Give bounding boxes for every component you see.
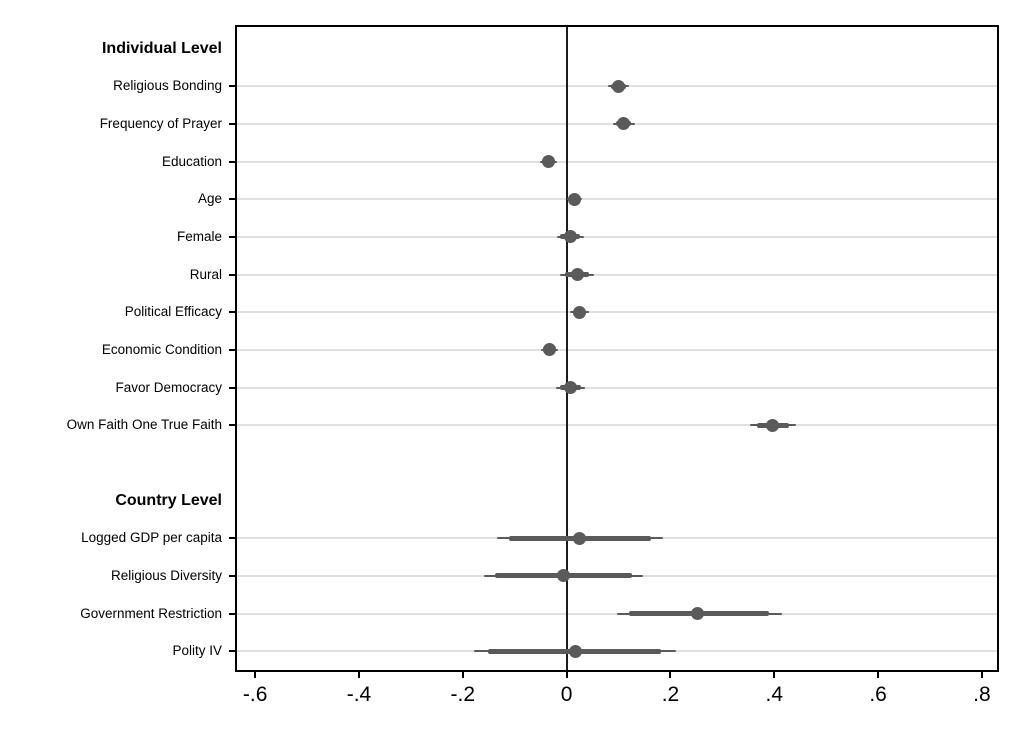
y-axis-label: Religious Diversity [110, 567, 222, 583]
y-axis-label: Government Restriction [80, 605, 222, 621]
point-estimate-dot [617, 117, 631, 131]
y-axis-label: Frequency of Prayer [99, 115, 222, 131]
x-axis-tick [669, 670, 672, 678]
y-axis-label: Logged GDP per capita [81, 530, 222, 546]
y-axis-tick [229, 650, 237, 653]
point-estimate-dot [567, 192, 581, 206]
x-axis-tick [565, 670, 568, 678]
plot-area-border [235, 25, 999, 672]
gridline [237, 311, 997, 314]
x-tick-label: .6 [869, 683, 887, 706]
point-estimate-dot [573, 305, 587, 319]
group-header-label: Country Level [115, 491, 222, 509]
gridline [237, 235, 997, 238]
y-axis-label: Age [197, 191, 222, 207]
x-tick-label: -.6 [242, 683, 268, 706]
y-axis-tick [229, 122, 237, 125]
point-estimate-dot [612, 79, 626, 93]
y-axis-label: Rural [189, 266, 222, 282]
y-axis-tick [229, 612, 237, 615]
x-axis-tick [461, 670, 464, 678]
zero-reference-line [565, 27, 568, 670]
point-estimate-dot [556, 569, 570, 583]
point-estimate-dot [563, 230, 577, 244]
point-estimate-dot [570, 268, 584, 282]
x-tick-label: .2 [661, 683, 680, 706]
x-tick-label: -.4 [346, 683, 372, 706]
x-tick-label: 0 [560, 683, 573, 706]
y-axis-tick [229, 537, 237, 540]
y-axis-tick [229, 85, 237, 88]
x-tick-label: .8 [973, 683, 991, 706]
x-axis-tick [254, 670, 257, 678]
x-axis-tick [773, 670, 776, 678]
point-estimate-dot [541, 155, 555, 169]
y-axis-label: Polity IV [172, 643, 222, 659]
y-axis-label: Favor Democracy [115, 379, 222, 395]
x-axis-tick [980, 670, 983, 678]
y-axis-tick [229, 311, 237, 314]
gridline [237, 273, 997, 276]
y-axis-label: Female [176, 228, 222, 244]
gridline [237, 424, 997, 427]
x-axis-tick [357, 670, 360, 678]
x-tick-label: .4 [765, 683, 784, 706]
y-axis-label: Political Efficacy [124, 304, 222, 320]
gridline [237, 198, 997, 201]
gridline [237, 160, 997, 163]
point-estimate-dot [543, 343, 556, 357]
y-axis-tick [229, 235, 237, 238]
y-axis-tick [229, 273, 237, 276]
point-estimate-dot [691, 607, 705, 620]
y-axis-label: Own Faith One True Faith [66, 417, 222, 433]
gridline [237, 348, 997, 351]
y-axis-label: Economic Condition [101, 341, 222, 357]
y-axis-label: Education [161, 153, 222, 169]
point-estimate-dot [569, 644, 583, 658]
y-axis-tick [229, 424, 237, 427]
y-axis-tick [229, 198, 237, 201]
group-header-label: Individual Level [101, 39, 222, 57]
gridline [237, 386, 997, 389]
x-tick-label: -.2 [450, 683, 476, 706]
point-estimate-dot [572, 531, 586, 545]
y-axis-label: Religious Bonding [113, 78, 222, 94]
point-estimate-dot [563, 381, 577, 395]
x-axis-tick [877, 670, 880, 678]
y-axis-tick [229, 386, 237, 389]
point-estimate-dot [765, 418, 779, 432]
y-axis-tick [229, 348, 237, 351]
y-axis-tick [229, 160, 237, 163]
y-axis-tick [229, 574, 237, 577]
